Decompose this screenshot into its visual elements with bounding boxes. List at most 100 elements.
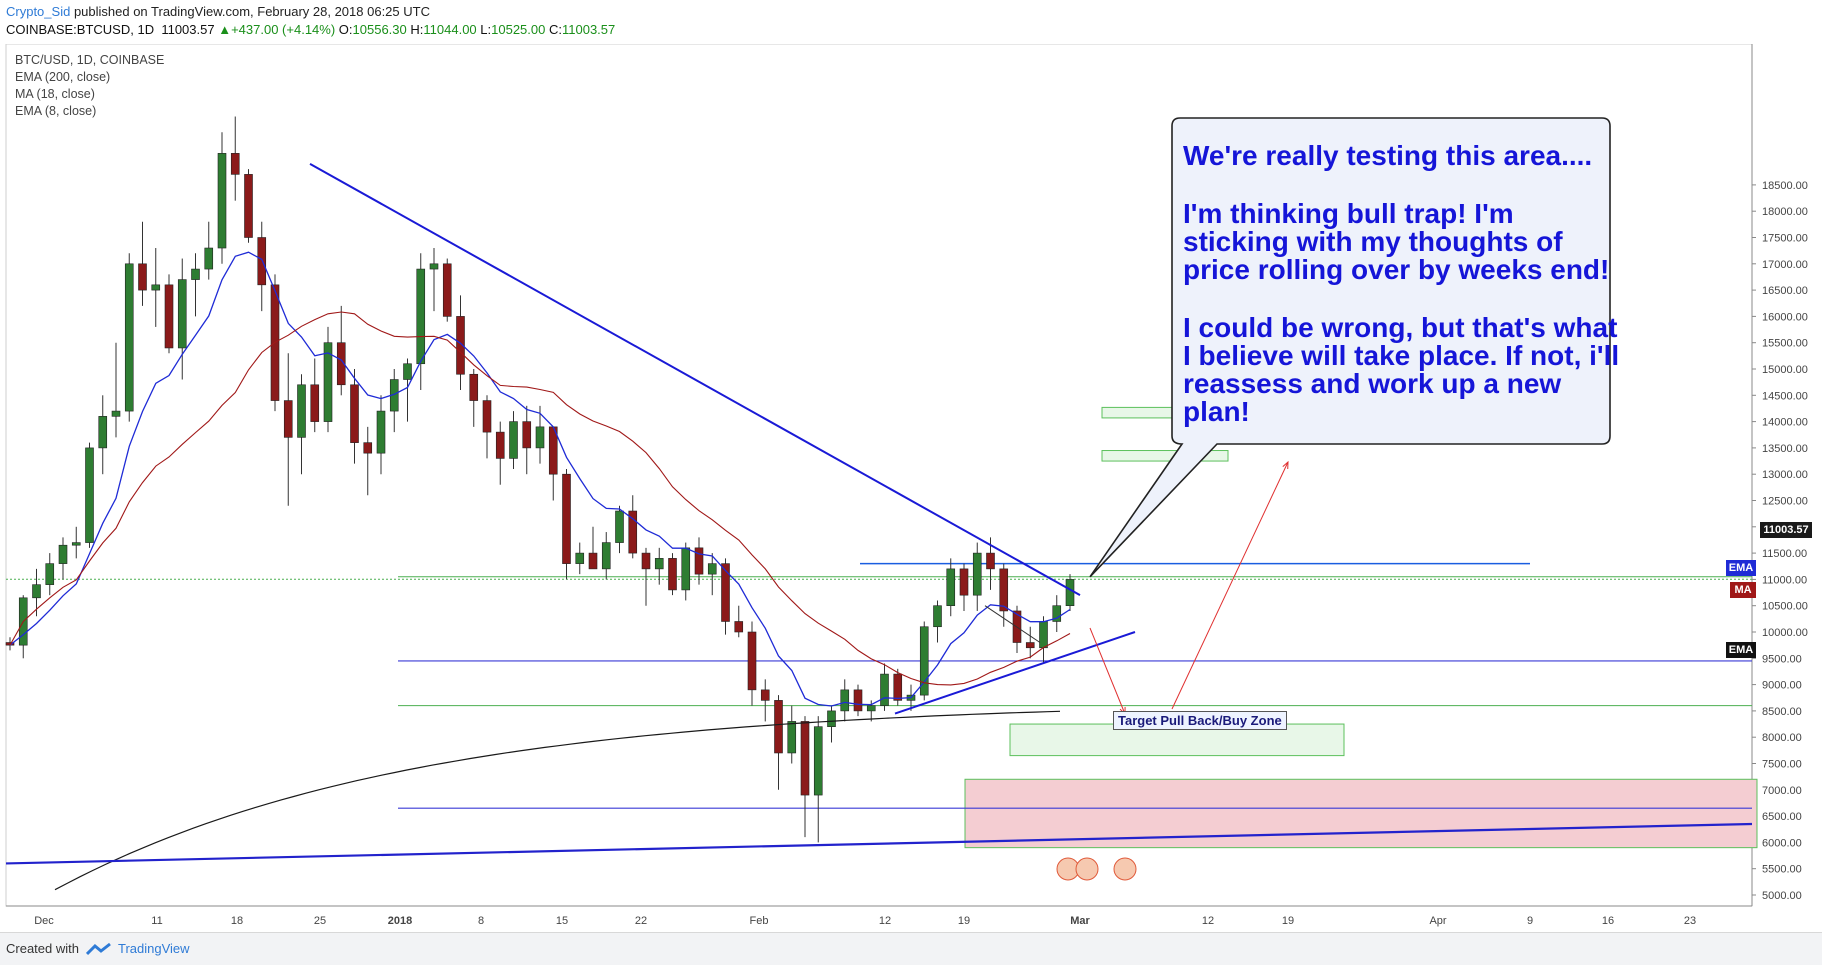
candle-body	[707, 563, 717, 575]
price-tick-label: 7000.00	[1762, 785, 1802, 797]
candle-body	[866, 705, 876, 712]
candle-body	[1039, 621, 1048, 649]
candle-body	[946, 568, 956, 607]
callout-p2: I'm thinking bull trap! I'm sticking wit…	[1183, 198, 1610, 285]
candle-body	[336, 342, 346, 386]
author-link[interactable]: Crypto_Sid	[6, 4, 71, 19]
ema200-badge: EMA	[1726, 642, 1756, 658]
event-flag-icon-2	[1075, 857, 1099, 881]
candle-body	[747, 631, 757, 691]
candle-body	[85, 447, 94, 543]
candle-body	[509, 421, 518, 459]
price-tick-label: 11000.00	[1762, 574, 1807, 586]
time-tick-label: 9	[1527, 915, 1533, 927]
candle-body	[933, 605, 942, 628]
long-support-trendline	[5, 822, 1753, 865]
close-value: 11003.57	[561, 22, 616, 37]
price-tick-label: 16500.00	[1762, 285, 1808, 297]
candle-body	[641, 552, 651, 570]
legend-ma18[interactable]: MA (18, close)	[15, 87, 95, 101]
candle-body	[813, 726, 823, 796]
up-trendline	[894, 631, 1136, 715]
candle-body	[363, 442, 373, 454]
candle-body	[71, 542, 81, 546]
candle-body	[721, 563, 730, 622]
time-tick-label: 19	[1282, 915, 1294, 927]
candle-body	[760, 689, 770, 701]
time-tick-label: 15	[556, 915, 568, 927]
time-tick-label: 8	[478, 915, 484, 927]
candle-body	[535, 426, 545, 449]
candle-body	[230, 153, 240, 175]
price-tick-label: 7500.00	[1762, 759, 1802, 771]
candle-body	[323, 342, 333, 422]
candle-body	[668, 558, 677, 591]
price-chart[interactable]: 18500.00 18000.00 17500.00 17000.00 16500.00…	[0, 44, 1822, 932]
candle-body	[628, 510, 638, 554]
ma18-line	[9, 311, 1071, 686]
time-tick-label: 19	[958, 915, 970, 927]
candle-body	[999, 568, 1009, 612]
open-label: O:	[338, 22, 353, 37]
ema8-line	[9, 251, 1071, 707]
price-tick-label: 13000.00	[1762, 469, 1808, 481]
price-tick-label: 6500.00	[1762, 811, 1802, 823]
flag-line	[984, 605, 1041, 643]
legend-ema200[interactable]: EMA (200, close)	[15, 70, 111, 84]
indicator-legend: BTC/USD, 1D, COINBASE EMA (200, close) M…	[15, 52, 164, 120]
ma18-badge: MA	[1730, 582, 1756, 598]
candle-body	[244, 174, 253, 238]
price-tick-label: 18000.00	[1762, 206, 1808, 218]
candle-body	[522, 421, 532, 449]
candle-body	[429, 263, 439, 270]
time-tick-label: Mar	[1070, 915, 1090, 927]
candle-body	[853, 689, 863, 712]
tradingview-logo-icon	[86, 942, 111, 956]
callout-note: We're really testing this area.... I'm t…	[1183, 142, 1623, 456]
change-value: +437.00 (+4.14%)	[231, 22, 336, 37]
candle-body	[403, 363, 412, 380]
high-label: H:	[410, 22, 424, 37]
price-tick-label: 6000.00	[1762, 837, 1802, 849]
target-zone-label: Target Pull Back/Buy Zone	[1113, 711, 1287, 730]
up-arrow-head	[1282, 460, 1289, 470]
candle-body	[442, 263, 452, 317]
candle-body	[138, 263, 147, 291]
created-with-text: Created with	[6, 941, 79, 956]
down-arrow	[1089, 627, 1126, 715]
candle-body	[204, 247, 214, 270]
candle-body	[32, 584, 41, 599]
callout-p1: We're really testing this area....	[1183, 140, 1593, 171]
callout-p3: I could be wrong, but that's what I beli…	[1183, 312, 1620, 427]
small-zone-2	[1101, 450, 1229, 462]
symbol-label: COINBASE:BTCUSD, 1D	[6, 22, 155, 37]
candle-body	[376, 410, 386, 454]
price-tick-label: 12500.00	[1762, 496, 1808, 508]
candle-body	[58, 544, 68, 564]
candle-body	[827, 710, 836, 727]
candle-body	[972, 552, 982, 596]
candle-body	[562, 473, 571, 564]
publish-line: Crypto_Sid published on TradingView.com,…	[6, 4, 430, 19]
candle-body	[164, 284, 174, 349]
candle-body	[456, 316, 465, 375]
candle-body	[495, 431, 505, 459]
price-tick-label: 10500.00	[1762, 601, 1808, 613]
callout-box	[1089, 117, 1611, 578]
price-tick-label: 5000.00	[1762, 890, 1802, 902]
time-tick-label: 12	[1202, 915, 1214, 927]
candle-body	[681, 547, 691, 591]
candle-body	[893, 673, 903, 701]
candle-body	[98, 416, 108, 449]
tradingview-link[interactable]: TradingView	[118, 941, 190, 956]
time-tick-label: 11	[151, 915, 162, 927]
price-tick-label: 17500.00	[1762, 233, 1808, 245]
candle-body	[588, 552, 598, 570]
price-tick-label: 15500.00	[1762, 338, 1808, 350]
price-tick-label: 14000.00	[1762, 417, 1808, 429]
legend-ema8[interactable]: EMA (8, close)	[15, 104, 97, 118]
candle-body	[1052, 605, 1062, 622]
price-tick-label: 5500.00	[1762, 864, 1802, 876]
price-tick-label: 18500.00	[1762, 180, 1808, 192]
ema8-badge: EMA	[1726, 560, 1756, 576]
